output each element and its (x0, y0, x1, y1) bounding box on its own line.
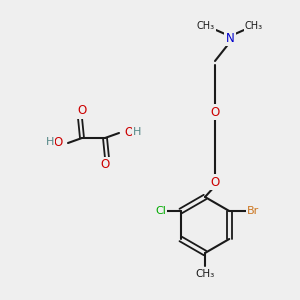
Text: CH₃: CH₃ (197, 21, 215, 31)
Text: O: O (210, 106, 220, 118)
Text: Cl: Cl (155, 206, 166, 216)
Text: N: N (226, 32, 234, 44)
Text: O: O (124, 127, 134, 140)
Text: H: H (133, 127, 141, 137)
Text: Br: Br (247, 206, 260, 216)
Text: O: O (210, 176, 220, 188)
Text: O: O (100, 158, 109, 172)
Text: O: O (77, 104, 87, 118)
Text: H: H (46, 137, 54, 147)
Text: CH₃: CH₃ (195, 269, 214, 279)
Text: CH₃: CH₃ (245, 21, 263, 31)
Text: O: O (53, 136, 63, 149)
